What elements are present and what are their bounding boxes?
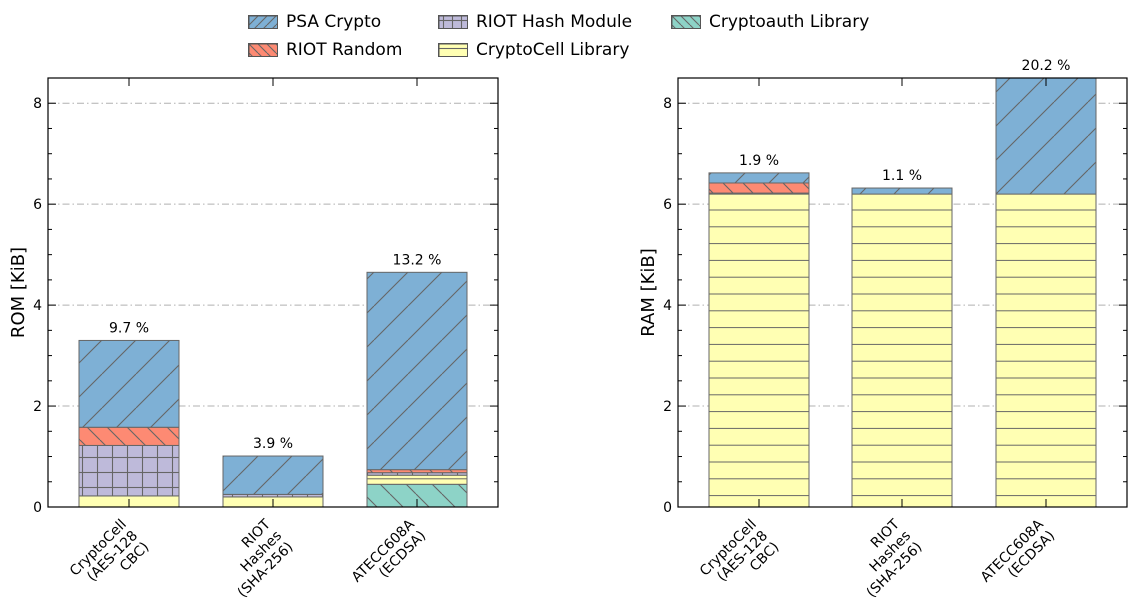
y-axis-title: RAM [KiB] [638,248,659,337]
legend-label: PSA Crypto [286,12,382,32]
bar-psa-2 [995,78,1097,195]
chart-legend: PSA Crypto RIOT Random RIOT Hash Module Cry… [248,12,888,62]
bars-group [78,271,468,507]
y-axis-title: ROM [KiB] [8,247,29,338]
y-tick-label: 0 [663,500,672,516]
legend-label: Cryptoauth Library [709,12,870,32]
bar-psa-0 [78,339,180,428]
y-tick-label: 8 [663,96,672,112]
y-tick-label: 2 [663,399,672,415]
y-tick-label: 4 [33,298,42,314]
rom-chart-panel: 9.7 % 3.9 % 13.2 % 0 2 4 6 8 CryptoCell(AES-128C… [8,77,499,603]
x-tick-label: RIOTHashes(SHA-256) [212,516,297,601]
bar-random-0 [78,426,180,446]
bar-psa-0 [708,172,810,184]
y-tick-label: 6 [33,197,42,213]
bar-hash-0 [78,444,180,497]
bar-random-0 [708,182,810,194]
x-tick-label: CryptoCell(AES-128CBC) [697,517,783,603]
legend-item-cryptocell: CryptoCell Library [438,40,629,60]
legend-swatch-hash [438,15,468,29]
overhead-label: 1.1 % [882,168,922,184]
bar-psa-1 [851,187,953,195]
x-tick-label: CryptoCell(AES-128CBC) [67,517,153,603]
bar-cryptocell-2 [366,474,468,485]
legend-label: RIOT Hash Module [476,12,633,32]
legend-swatch-cryptocell [438,43,468,57]
y-tick-label: 6 [663,197,672,213]
bar-cryptocell-2 [995,193,1097,507]
bars-group [708,78,1097,507]
legend-label: RIOT Random [286,40,403,60]
y-tick-label: 2 [33,399,42,415]
bar-cryptocell-0 [708,193,810,507]
bar-psa-1 [222,455,324,495]
overhead-label: 1.9 % [739,153,779,169]
legend-label: CryptoCell Library [476,40,630,60]
legend-swatch-psa [248,15,278,29]
ram-chart-panel: 1.9 % 1.1 % 20.2 % 0 2 4 6 8 CryptoCell(AES-128C… [638,58,1128,603]
bar-psa-2 [366,271,468,471]
legend-swatch-random [248,43,278,57]
legend-item-random: RIOT Random [248,40,402,60]
overhead-label: 20.2 % [1022,58,1071,74]
legend-swatch-cryptoauth [671,15,701,29]
x-tick-label: RIOTHashes(SHA-256) [841,516,926,601]
legend-item-hash: RIOT Hash Module [438,12,632,32]
overhead-label: 9.7 % [109,320,149,336]
bar-cryptocell-1 [851,193,953,507]
y-tick-label: 8 [33,96,42,112]
x-tick-label: ATECC608A(ECDSA) [349,516,430,597]
overhead-label: 3.9 % [253,436,293,452]
y-tick-label: 4 [663,298,672,314]
x-tick-label: ATECC608A(ECDSA) [978,516,1059,597]
overhead-label: 13.2 % [393,252,442,268]
y-tick-label: 0 [33,500,42,516]
legend-item-cryptoauth: Cryptoauth Library [671,12,869,32]
legend-item-psa: PSA Crypto [248,12,381,32]
